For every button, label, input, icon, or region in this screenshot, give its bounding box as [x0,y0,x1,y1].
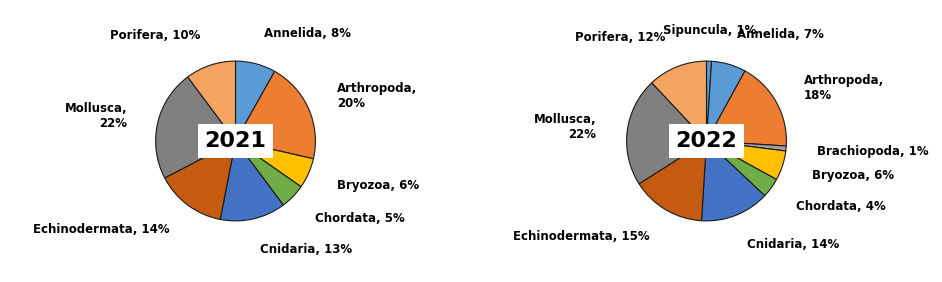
Text: Arthropoda,
18%: Arthropoda, 18% [804,74,884,102]
Text: Annelida, 7%: Annelida, 7% [738,28,824,41]
Wedge shape [706,71,787,146]
Wedge shape [236,61,275,141]
Text: Cnidaria, 13%: Cnidaria, 13% [260,243,352,256]
Text: Annelida, 8%: Annelida, 8% [264,27,350,40]
Text: Arthropoda,
20%: Arthropoda, 20% [337,82,417,110]
Text: Cnidaria, 14%: Cnidaria, 14% [747,238,839,251]
Text: Echinodermata, 15%: Echinodermata, 15% [513,230,650,243]
Wedge shape [706,141,776,196]
Wedge shape [626,83,706,184]
Wedge shape [236,141,301,205]
Text: Chordata, 4%: Chordata, 4% [796,200,886,213]
Wedge shape [652,61,706,141]
Wedge shape [155,77,236,178]
Wedge shape [236,71,316,159]
Wedge shape [702,141,765,221]
Wedge shape [165,141,236,219]
Wedge shape [706,61,711,141]
Text: Porifera, 12%: Porifera, 12% [576,31,666,44]
Text: Bryozoa, 6%: Bryozoa, 6% [812,169,894,182]
Text: Porifera, 10%: Porifera, 10% [110,29,201,42]
Text: Sipuncula, 1%: Sipuncula, 1% [663,24,756,37]
Text: Bryozoa, 6%: Bryozoa, 6% [337,179,419,192]
Text: Mollusca,
22%: Mollusca, 22% [534,113,596,141]
Text: Brachiopoda, 1%: Brachiopoda, 1% [817,145,929,158]
Wedge shape [639,141,706,221]
Wedge shape [706,141,787,151]
Wedge shape [706,61,745,141]
Text: Mollusca,
22%: Mollusca, 22% [65,102,127,130]
Text: 2022: 2022 [675,131,738,151]
Wedge shape [236,141,314,187]
Text: Chordata, 5%: Chordata, 5% [316,212,405,225]
Wedge shape [220,141,284,221]
Wedge shape [187,61,236,141]
Text: 2021: 2021 [204,131,267,151]
Wedge shape [706,141,786,179]
Text: Echinodermata, 14%: Echinodermata, 14% [33,223,170,236]
